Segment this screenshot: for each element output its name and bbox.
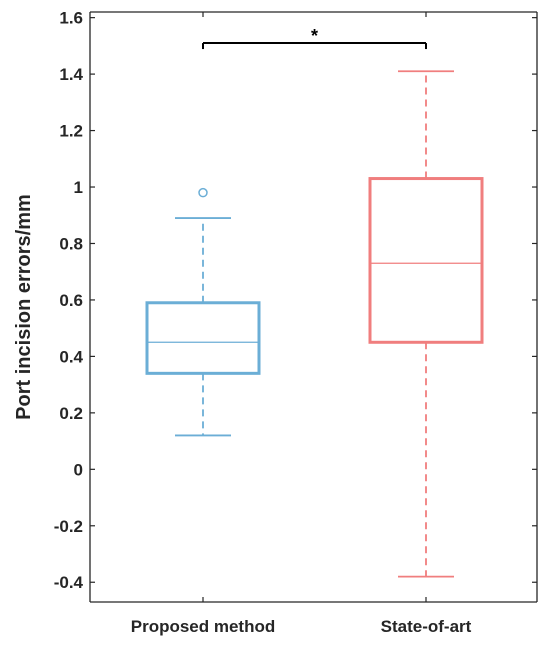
box [368, 177, 484, 344]
y-tick-label: 0.2 [59, 404, 83, 423]
y-tick-label: 1.6 [59, 9, 83, 28]
outlier-point [198, 187, 208, 198]
axes: -0.4 -0.2 0 0.2 0.4 0.6 0.8 1 1.2 1.4 1.6 Proposed … [54, 9, 538, 636]
y-tick-label: 1.2 [59, 122, 83, 141]
x-tick-label: Proposed method [131, 617, 276, 636]
y-tick-label: -0.2 [54, 517, 83, 536]
y-tick-label: 0.6 [59, 291, 83, 310]
box-group [145, 187, 261, 437]
y-tick-label: 0 [74, 460, 83, 479]
y-tick-label: 1.4 [59, 65, 83, 84]
x-tick-label: State-of-art [381, 617, 472, 636]
significance-label: * [311, 26, 318, 46]
y-tick-label: 1 [74, 178, 83, 197]
y-tick-label: -0.4 [54, 573, 84, 592]
y-axis-label: Port incision errors/mm [13, 194, 35, 420]
significance-bracket: * [202, 26, 427, 50]
y-tick-label: 0.4 [59, 347, 83, 366]
boxes [145, 70, 484, 578]
box-group [368, 70, 484, 578]
y-tick-label: 0.8 [59, 234, 83, 253]
box [145, 301, 261, 375]
